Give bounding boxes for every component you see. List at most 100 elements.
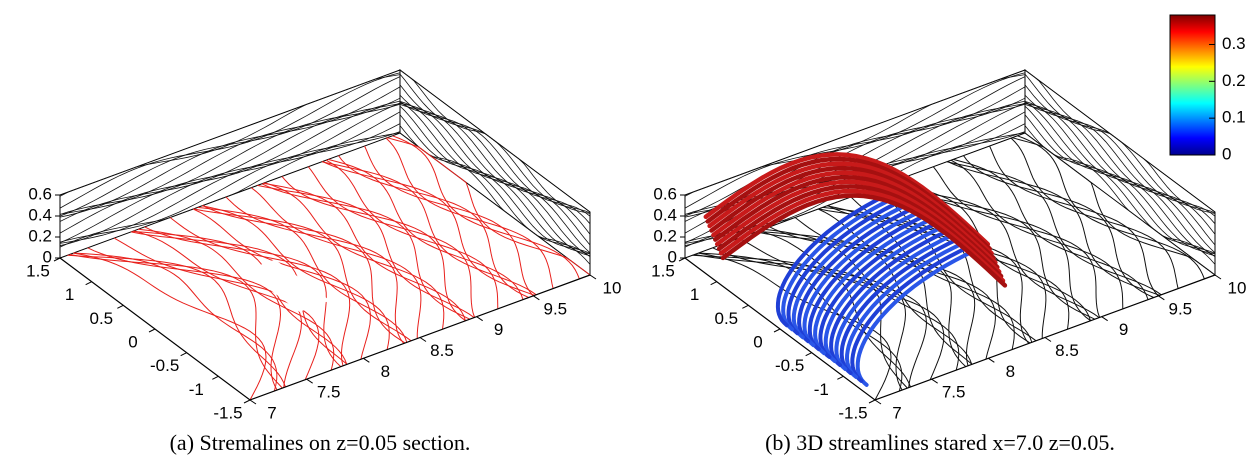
floor-streamline bbox=[307, 166, 476, 318]
y-tick bbox=[773, 328, 781, 333]
wall-streamline bbox=[399, 104, 591, 246]
tube bbox=[802, 204, 934, 348]
floor-edge bbox=[684, 257, 1216, 401]
x-tick-label: 10 bbox=[603, 278, 622, 297]
floor-streamline bbox=[138, 228, 335, 371]
floor-streamline bbox=[882, 184, 1100, 319]
x-tick bbox=[988, 357, 995, 363]
tube bbox=[829, 224, 961, 367]
floor-streamline bbox=[325, 159, 499, 309]
tube bbox=[718, 188, 1006, 284]
y-tick bbox=[117, 304, 124, 309]
floor-streamline bbox=[197, 206, 408, 343]
floor-streamline bbox=[169, 217, 351, 366]
y-tick-label: -0.5 bbox=[150, 356, 179, 375]
z-tick-label: 0.6 bbox=[28, 184, 52, 203]
caption: (a) Stremalines on z=0.05 section. bbox=[170, 430, 471, 455]
caption: (b) 3D streamlines stared x=7.0 z=0.05. bbox=[765, 430, 1115, 455]
wall-streamline bbox=[1024, 104, 1216, 246]
wall-streamline bbox=[59, 111, 401, 247]
colorbar-tick-label: 0.2 bbox=[1222, 71, 1246, 90]
tube bbox=[855, 244, 988, 387]
y-tick bbox=[212, 375, 219, 380]
x-tick bbox=[1101, 316, 1108, 322]
floor-edge bbox=[59, 257, 591, 401]
x-tick-label: 9 bbox=[494, 320, 503, 339]
colorbar-tick-label: 0 bbox=[1222, 144, 1231, 163]
floor-streamline bbox=[698, 252, 903, 392]
floor-streamline bbox=[850, 196, 1030, 344]
x-tick bbox=[589, 274, 597, 280]
y-tick bbox=[837, 375, 844, 380]
y-tick-label: -1.5 bbox=[213, 403, 242, 422]
floor-streamline bbox=[818, 208, 1037, 342]
y-tick bbox=[148, 328, 156, 333]
wall-streamline bbox=[59, 103, 401, 215]
floor-streamline bbox=[73, 252, 267, 401]
y-tick-label: 1 bbox=[690, 285, 699, 304]
tube bbox=[707, 161, 994, 256]
tube bbox=[713, 175, 1000, 270]
y-tick-label: -1 bbox=[814, 380, 829, 399]
tube bbox=[834, 228, 966, 371]
tube bbox=[797, 200, 929, 344]
colorbar bbox=[1169, 14, 1216, 156]
y-tick-label: 1.5 bbox=[651, 261, 675, 280]
tube bbox=[839, 232, 972, 375]
tube bbox=[720, 193, 1008, 288]
floor-streamline bbox=[322, 161, 535, 296]
floor-streamline bbox=[144, 226, 342, 367]
tube bbox=[703, 152, 991, 247]
tube bbox=[823, 220, 956, 363]
floor-streamline bbox=[225, 196, 405, 344]
wall-streamline bbox=[399, 101, 591, 257]
wall-streamline bbox=[399, 73, 591, 214]
x-tick-label: 8.5 bbox=[1055, 341, 1079, 360]
tube bbox=[716, 184, 1004, 279]
floor-streamline bbox=[364, 145, 534, 297]
floor-streamline bbox=[257, 184, 475, 319]
floor-streamline bbox=[192, 208, 371, 360]
tube bbox=[818, 216, 950, 359]
y-tick-label: 0 bbox=[128, 332, 137, 351]
y-tick-label: 0.5 bbox=[90, 309, 114, 328]
wall-streamline bbox=[684, 74, 1026, 197]
tube bbox=[714, 179, 1002, 274]
x-tick bbox=[419, 337, 427, 342]
floor-streamline bbox=[263, 182, 466, 321]
y-tick-label: 1 bbox=[65, 285, 74, 304]
wall-streamline bbox=[1024, 114, 1216, 254]
x-tick-label: 9.5 bbox=[1169, 299, 1193, 318]
tube bbox=[711, 170, 998, 265]
tube bbox=[775, 184, 908, 328]
floor-streamline bbox=[67, 254, 286, 388]
wall-streamline bbox=[59, 103, 401, 222]
x-tick bbox=[533, 295, 540, 301]
floor-streamline bbox=[113, 237, 303, 388]
x-tick bbox=[476, 316, 483, 322]
tube bbox=[781, 188, 913, 332]
z-tick-label: 0.2 bbox=[28, 226, 52, 245]
wall-streamline bbox=[1024, 101, 1216, 257]
panel: 77.588.599.510-1.5-1-0.500.511.500.20.40… bbox=[26, 69, 622, 455]
x-tick bbox=[1214, 274, 1222, 280]
wall-streamline bbox=[59, 86, 401, 218]
tube bbox=[791, 196, 924, 340]
y-tick bbox=[243, 399, 251, 404]
wall-streamline bbox=[399, 114, 591, 254]
floor-streamline bbox=[947, 161, 1160, 296]
floor-streamline bbox=[385, 137, 554, 289]
x-tick-label: 8 bbox=[1006, 362, 1015, 381]
x-tick-label: 8 bbox=[381, 362, 390, 381]
x-tick bbox=[306, 378, 313, 384]
floor-streamline bbox=[73, 252, 278, 392]
wall-streamline bbox=[399, 101, 591, 257]
floor-streamline bbox=[757, 230, 973, 365]
y-tick-label: -1.5 bbox=[838, 403, 867, 422]
z-tick-label: 0.4 bbox=[28, 205, 52, 224]
x-tick bbox=[1044, 337, 1052, 342]
x-tick bbox=[249, 399, 257, 405]
tube bbox=[807, 208, 940, 352]
floor-streamline bbox=[1010, 137, 1179, 289]
